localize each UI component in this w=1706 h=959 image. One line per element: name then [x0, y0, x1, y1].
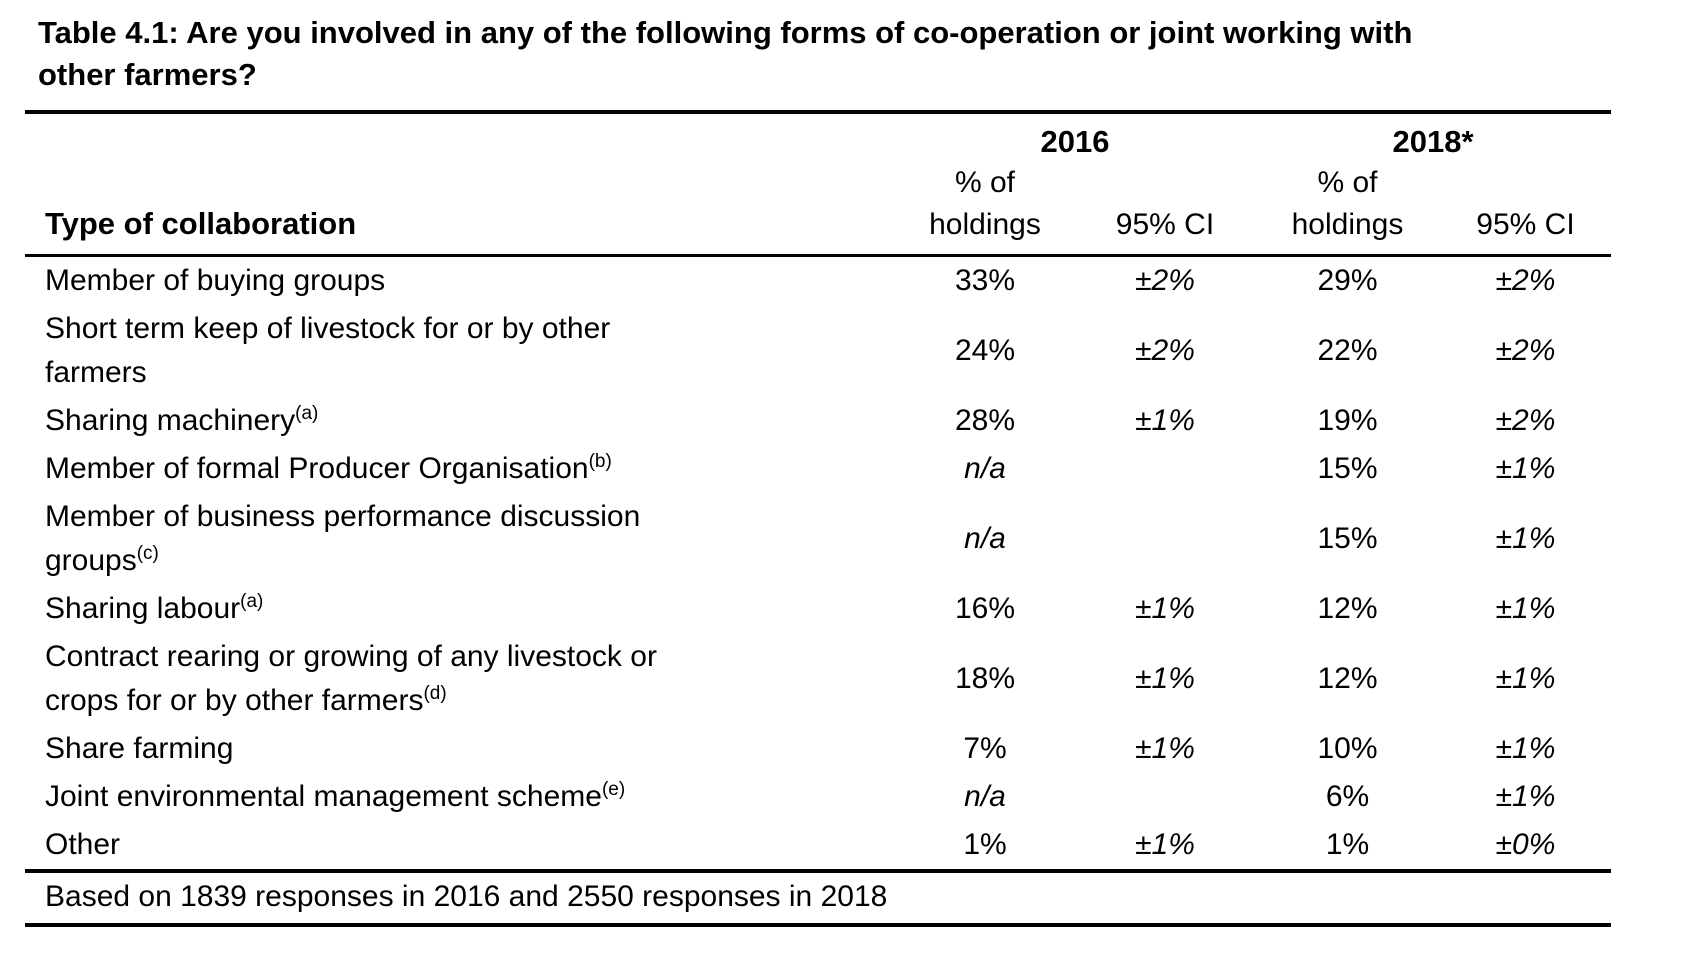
pct-2018-value: 1%	[1255, 821, 1440, 873]
ci-2018-value: ±1%	[1495, 522, 1556, 555]
table-row: Member of buying groups 33% ±2% 29% ±2%	[25, 256, 1611, 306]
pct-2016-value: n/a	[964, 522, 1006, 555]
pct-2016-value: 1%	[895, 821, 1075, 873]
ci-2018-value: ±0%	[1440, 821, 1611, 873]
pct-2016-value: 28%	[954, 404, 1016, 437]
row-label: Sharing machinery	[45, 404, 296, 437]
pct-2018-value: 15%	[1317, 452, 1378, 485]
ci-2016-value: ±1%	[1075, 821, 1255, 873]
pct-2018-value: 6%	[1325, 780, 1370, 813]
row-label: Member of formal Producer Organisation	[45, 452, 589, 485]
ci-2018-value: ±1%	[1495, 662, 1556, 695]
table-footnote: Based on 1839 responses in 2016 and 2550…	[25, 871, 1611, 927]
table-wrap: Type of collaboration 2016 2018* % of ho…	[25, 110, 1706, 927]
pct-2016-value: n/a	[964, 452, 1006, 485]
ci-2018-value: ±1%	[1495, 592, 1556, 625]
page: Table 4.1: Are you involved in any of th…	[25, 15, 1706, 927]
table-row: Joint environmental management scheme(e)…	[25, 773, 1611, 821]
year-header-row: Type of collaboration 2016 2018*	[25, 112, 1611, 257]
table-row: Share farming 7% ±1% 10% ±1%	[25, 725, 1611, 773]
footnote-marker: (e)	[601, 779, 626, 800]
year-header-2018: 2018*	[1392, 124, 1474, 159]
pct-2016-value: 16%	[954, 592, 1016, 625]
ci-2018-value: ±2%	[1495, 334, 1556, 367]
row-label: Other	[45, 828, 121, 861]
ci-2016-value	[1075, 493, 1255, 585]
footnote-row: Based on 1839 responses in 2016 and 2550…	[25, 871, 1611, 927]
pct-2016-value: 7%	[963, 732, 1007, 765]
table-row: Contract rearing or growing of any lives…	[25, 633, 1611, 725]
pct-2018-value: 19%	[1317, 404, 1378, 437]
footnote-marker: (d)	[423, 683, 447, 704]
pct-2018-value: 10%	[1317, 732, 1378, 765]
footnote-marker: (b)	[588, 451, 612, 472]
table-footer: Based on 1839 responses in 2016 and 2550…	[25, 871, 1611, 927]
ci-2018-value: ±2%	[1495, 264, 1556, 297]
pct-2018-value: 22%	[1317, 334, 1378, 367]
ci-2018-value: ±1%	[1495, 452, 1556, 485]
page-title: Table 4.1: Are you involved in any of th…	[38, 15, 1413, 92]
row-label: Member of business performance discussio…	[45, 500, 641, 577]
ci-2018-value: ±1%	[1495, 732, 1556, 765]
subheader-pct-2018: % of holdings	[1255, 162, 1440, 257]
pct-2016-value: n/a	[964, 780, 1006, 813]
ci-2016-value: ±1%	[1135, 732, 1195, 765]
ci-2016-value: ±1%	[1135, 592, 1195, 625]
table-header: Type of collaboration 2016 2018* % of ho…	[25, 112, 1611, 257]
footnote-marker: (c)	[136, 543, 159, 564]
table-row: Other 1% ±1% 1% ±0%	[25, 821, 1611, 873]
row-label: Joint environmental management scheme	[45, 780, 602, 813]
pct-2018-value: 12%	[1317, 592, 1378, 625]
ci-2018-value: ±2%	[1495, 404, 1556, 437]
ci-2018-value: ±1%	[1495, 780, 1556, 813]
footnote-marker: (a)	[295, 403, 319, 424]
table-row: Member of business performance discussio…	[25, 493, 1611, 585]
row-label: Sharing labour	[45, 592, 241, 625]
subheader-ci-2016: 95% CI	[1075, 162, 1255, 257]
subheader-ci-2018: 95% CI	[1440, 162, 1611, 257]
ci-2016-value: ±2%	[1135, 334, 1195, 367]
pct-2018-value: 15%	[1317, 522, 1378, 555]
pct-2016-value: 24%	[954, 334, 1016, 367]
row-label: Member of buying groups	[45, 264, 386, 297]
row-label: Share farming	[45, 732, 234, 765]
ci-2016-value	[1075, 445, 1255, 493]
pct-2018-value: 29%	[1317, 264, 1378, 297]
table-row: Sharing labour(a) 16% ±1% 12% ±1%	[25, 585, 1611, 633]
sub-header-row: % of holdings 95% CI % of holdings 95% C…	[25, 162, 1611, 257]
collaboration-table: Type of collaboration 2016 2018* % of ho…	[25, 110, 1611, 927]
row-label: Short term keep of livestock for or by o…	[45, 312, 611, 389]
table-row: Short term keep of livestock for or by o…	[25, 305, 1611, 397]
subheader-pct-2016: % of holdings	[895, 162, 1075, 257]
table-row: Sharing machinery(a) 28% ±1% 19% ±2%	[25, 397, 1611, 445]
table-row: Member of formal Producer Organisation(b…	[25, 445, 1611, 493]
ci-2016-value: ±2%	[1135, 264, 1195, 297]
pct-2016-value: 33%	[954, 264, 1016, 297]
ci-2016-value: ±1%	[1135, 662, 1195, 695]
year-header-2016: 2016	[1040, 124, 1110, 159]
pct-2016-value: 18%	[954, 662, 1016, 695]
label-header: Type of collaboration	[25, 112, 895, 257]
table-body: Member of buying groups 33% ±2% 29% ±2% …	[25, 256, 1611, 873]
footnote-marker: (a)	[240, 591, 264, 612]
row-label: Contract rearing or growing of any lives…	[45, 640, 657, 717]
pct-2018-value: 12%	[1317, 662, 1378, 695]
ci-2016-value: ±1%	[1135, 404, 1195, 437]
ci-2016-value	[1075, 773, 1255, 821]
